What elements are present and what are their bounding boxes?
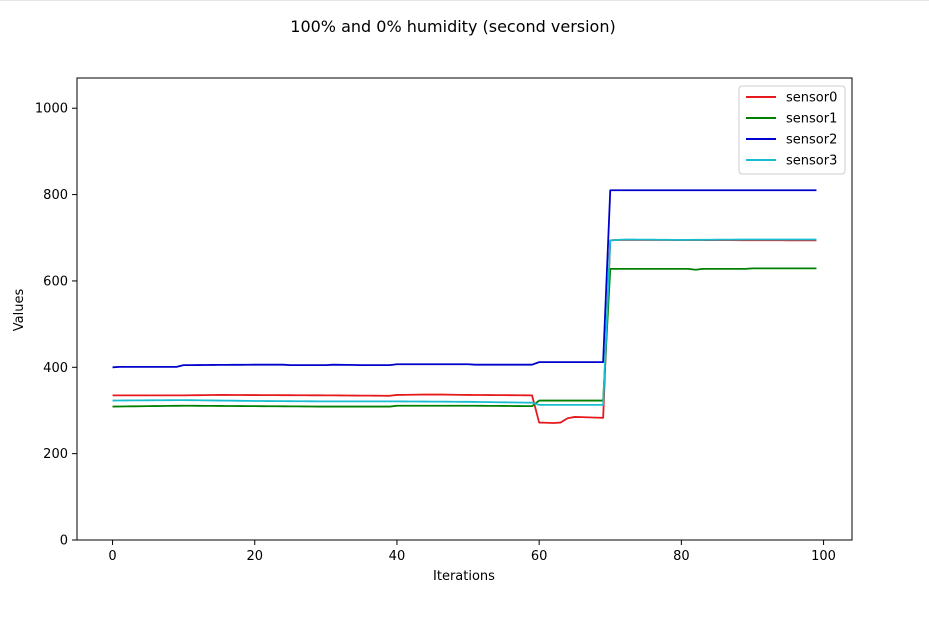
plot-frame: [76, 77, 853, 541]
y-tick-label: 800: [43, 188, 68, 203]
x-tick-label: 80: [673, 549, 690, 564]
series-line-sensor2: [112, 189, 817, 369]
legend-box: [738, 85, 846, 175]
x-axis-ticks: 0 20 40 60 80 100: [108, 540, 836, 564]
y-axis-ticks: 0 200 400 600 800 1000: [35, 102, 77, 549]
x-tick-label: 60: [531, 549, 548, 564]
legend-label-sensor2: sensor2: [786, 133, 837, 148]
y-tick-label: 600: [43, 274, 68, 289]
legend-label-sensor1: sensor1: [786, 112, 837, 127]
legend: sensor0 sensor1 sensor2 sensor3: [738, 85, 846, 175]
x-tick-label: 20: [246, 549, 263, 564]
x-tick-label: 40: [389, 549, 406, 564]
y-tick-label: 200: [43, 447, 68, 462]
legend-label-sensor0: sensor0: [786, 91, 837, 106]
x-tick-label: 100: [811, 549, 836, 564]
top-border: [0, 0, 929, 1]
y-tick-label: 1000: [35, 102, 68, 117]
y-tick-label: 400: [43, 361, 68, 376]
plot-area: [77, 78, 852, 540]
series-lines: [112, 189, 817, 424]
chart-title: 100% and 0% humidity (second version): [290, 17, 615, 36]
y-axis-label: Values: [12, 289, 27, 332]
x-axis-label: Iterations: [433, 569, 495, 584]
x-tick-label: 0: [108, 549, 116, 564]
series-line-sensor1: [112, 267, 817, 408]
legend-label-sensor3: sensor3: [786, 154, 837, 169]
y-tick-label: 0: [60, 534, 68, 549]
series-line-sensor3: [112, 238, 817, 406]
